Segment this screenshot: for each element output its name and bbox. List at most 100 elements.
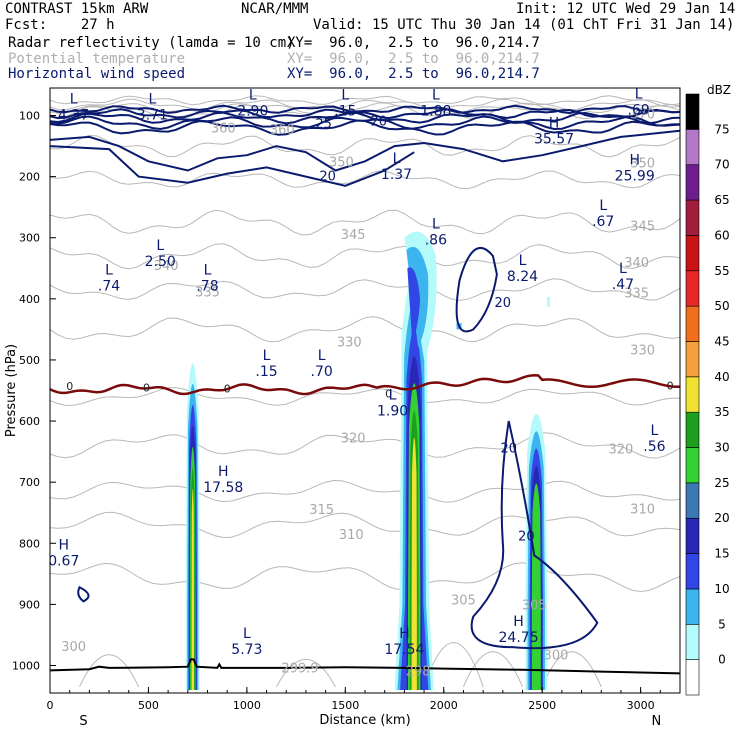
colorbar-swatch: [685, 411, 700, 448]
theta-label: 315: [309, 503, 334, 518]
theta-label: 320: [609, 443, 634, 458]
colorbar-swatch: [685, 235, 700, 272]
extremum-letter: L: [619, 261, 627, 277]
field-xy-theta: XY= 96.0, 2.5 to 96.0,214.7: [287, 51, 540, 67]
y-tick-label: 300: [19, 232, 40, 245]
institution: NCAR/MMM: [241, 1, 309, 17]
extremum-value: 2.50: [145, 254, 176, 270]
extremum-letter: L: [148, 91, 156, 107]
x-tick-label: 1000: [233, 699, 261, 712]
y-tick-label: 800: [19, 537, 40, 550]
colorbar-tick-label: 40: [714, 370, 729, 384]
field-label-theta: Potential temperature: [8, 51, 186, 67]
freezing-level-line: [50, 374, 680, 396]
reflectivity-contour: [547, 297, 551, 307]
colorbar-swatch: [685, 659, 700, 696]
field-xy-wind: XY= 96.0, 2.5 to 96.0,214.7: [287, 66, 540, 82]
theta-label: 300: [61, 640, 86, 655]
field-label-wind: Horizontal wind speed: [8, 66, 186, 82]
y-tick-label: 400: [19, 293, 40, 306]
extremum-letter: L: [204, 262, 212, 278]
extremum-letter: L: [263, 348, 271, 364]
extremum-letter: H: [59, 537, 70, 553]
theta-isentrope: [50, 243, 680, 270]
wind-isotach: [455, 246, 498, 333]
extremum-value: 3.71: [137, 107, 168, 123]
extremum-value: 5.73: [231, 642, 262, 658]
extremum-letter: H: [629, 152, 640, 168]
theta-label: 330: [337, 336, 362, 351]
reflectivity-contour: [411, 437, 417, 690]
extremum-value: .78: [196, 278, 218, 294]
y-tick-label: 1000: [12, 660, 40, 673]
wind-isotach: [77, 585, 90, 603]
axes: 0 500 1000 1500 2000 2500 30001002003004005006…: [4, 87, 681, 729]
wind-label: 20: [495, 296, 512, 311]
colorbar-tick-label: 0: [718, 653, 726, 667]
colorbar-tick-label: 15: [714, 547, 729, 561]
extremum-value: .74: [98, 278, 120, 294]
reflectivity-contour: [531, 483, 541, 690]
endpoint-north: N: [652, 714, 662, 729]
theta-label: 320: [341, 432, 366, 447]
extremum-value: 25.99: [615, 168, 655, 184]
theta-label: 350: [329, 155, 354, 170]
extremum-value: .47: [612, 277, 634, 293]
extremum-letter: L: [156, 238, 164, 254]
theta-isentrope: [50, 278, 680, 301]
colorbar-swatch: [685, 93, 700, 130]
colorbar-tick-label: 75: [714, 122, 729, 136]
endpoint-south: S: [79, 714, 87, 729]
extremum-value: .15: [334, 104, 356, 120]
y-axis-label: Pressure (hPa): [4, 344, 19, 437]
theta-label: 299.9: [281, 661, 318, 676]
colorbar-tick-label: 55: [714, 264, 729, 278]
init-time: Init: 12 UTC Wed 29 Jan 14: [516, 1, 736, 17]
theta-label: 340: [624, 256, 649, 271]
colorbar-tick-label: 45: [714, 334, 729, 348]
theta-label: 310: [630, 502, 655, 517]
theta-isentrope: [50, 432, 680, 459]
colorbar-swatch: [685, 376, 700, 413]
extremum-letter: H: [218, 464, 229, 480]
x-axis-label: Distance (km): [319, 713, 410, 728]
wind-label: 20: [319, 169, 336, 184]
extremum-value: 17.54: [384, 642, 424, 658]
y-tick-label: 700: [19, 476, 40, 489]
colorbar-swatch: [685, 305, 700, 342]
colorbar-tick-label: 50: [714, 299, 729, 313]
extremum-letter: L: [393, 151, 401, 167]
theta-label: 345: [630, 220, 655, 235]
wind-isotach: [50, 108, 680, 120]
colorbar-tick-label: 25: [714, 476, 729, 490]
colorbar-swatch: [685, 553, 700, 590]
model-title: CONTRAST 15km ARW: [5, 1, 149, 17]
theta-isentrope: [275, 659, 336, 688]
extremum-letter: L: [318, 348, 326, 364]
wind-isotach: [50, 111, 680, 125]
extremum-value: 4.37: [58, 107, 89, 123]
colorbar-tick-label: 30: [714, 441, 729, 455]
extremum-letter: L: [70, 91, 78, 107]
wind-isotach: [50, 119, 680, 136]
extremum-value: 1.37: [381, 167, 412, 183]
wind-isotach: [50, 145, 415, 187]
plot-area: 300 360 360 350 370 350 345 345 340 340 335 335 330 3…: [50, 88, 680, 690]
theta-label: 360: [211, 122, 236, 137]
theta-label: 305: [522, 598, 547, 613]
theta-isentrope: [50, 95, 680, 106]
extremum-letter: L: [389, 388, 397, 404]
extremum-value: 1.88: [420, 104, 451, 120]
extremum-value: 1.90: [377, 404, 408, 420]
extremum-value: .67: [592, 214, 614, 230]
field-xy-reflectivity: XY= 96.0, 2.5 to 96.0,214.7: [287, 35, 540, 51]
colorbar-tick-label: 10: [714, 582, 729, 596]
colorbar-swatch: [685, 129, 700, 166]
colorbar-swatch: [685, 517, 700, 554]
y-tick-label: 500: [19, 354, 40, 367]
extremum-value: 2.90: [237, 104, 268, 120]
freezing-label: 0: [667, 380, 674, 393]
theta-isentrope: [50, 387, 680, 406]
x-tick-label: 2500: [528, 699, 556, 712]
reflectivity-contour: [407, 267, 421, 342]
